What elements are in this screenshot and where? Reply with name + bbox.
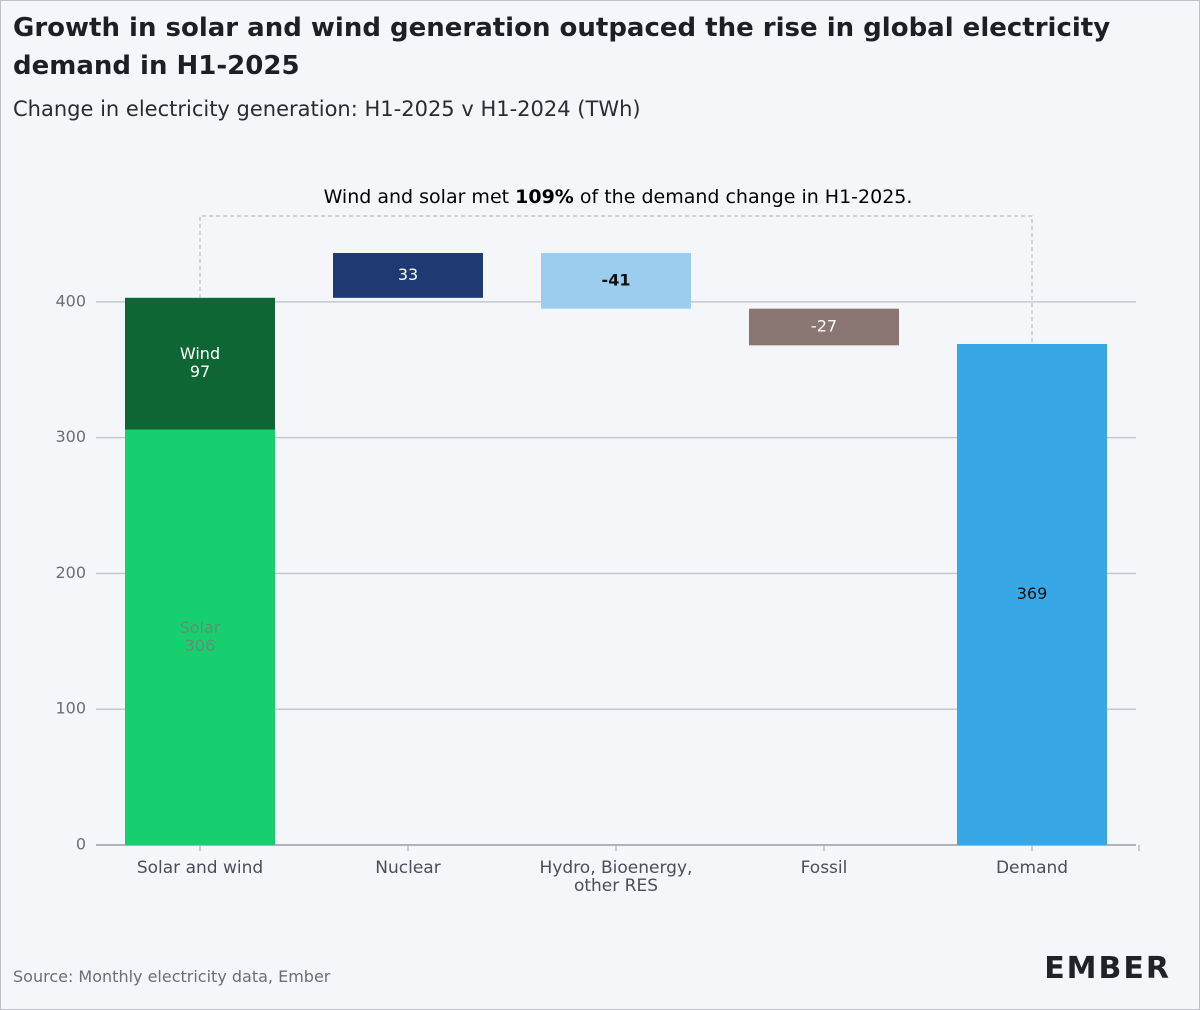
segment-name: Wind (180, 344, 220, 363)
y-tick-label: 100 (55, 699, 86, 718)
annotation-emphasis: 109% (515, 186, 574, 208)
annotation: Wind and solar met 109% of the demand ch… (324, 186, 913, 208)
change-bar (541, 253, 691, 309)
bar-segment (125, 297, 275, 430)
change-bar (749, 308, 899, 346)
y-tick-label: 400 (55, 291, 86, 310)
chart-title: Growth in solar and wind generation outp… (13, 13, 1111, 81)
y-tick-label: 300 (55, 427, 86, 446)
total-label: 369 (1017, 584, 1048, 603)
change-label: -41 (602, 270, 631, 289)
change-bar (333, 253, 483, 298)
segment-name: Solar (180, 618, 221, 637)
bar-segment (125, 429, 275, 845)
total-bar (957, 343, 1107, 845)
change-label: -27 (811, 317, 837, 336)
x-tick-label: Nuclear (375, 858, 441, 878)
segment-value: 97 (190, 362, 210, 381)
x-tick-label: Solar and wind (136, 858, 264, 878)
logo: EMBER (1044, 951, 1171, 986)
source: Source: Monthly electricity data, Ember (13, 967, 331, 986)
x-tick-label: Fossil (800, 858, 848, 878)
x-tick-label: Demand (995, 858, 1069, 878)
annotation-text: Wind and solar met (324, 186, 516, 208)
annotation-text: of the demand change in H1-2025. (574, 186, 913, 208)
y-tick-label: 200 (55, 563, 86, 582)
chart-subtitle: Change in electricity generation: H1-202… (13, 97, 641, 121)
x-tick-label: Hydro, Bioenergy, other RES (539, 858, 693, 896)
connector (199, 215, 1033, 344)
y-tick-label: 0 (76, 835, 86, 854)
segment-value: 306 (185, 636, 216, 655)
change-label: 33 (398, 265, 418, 284)
